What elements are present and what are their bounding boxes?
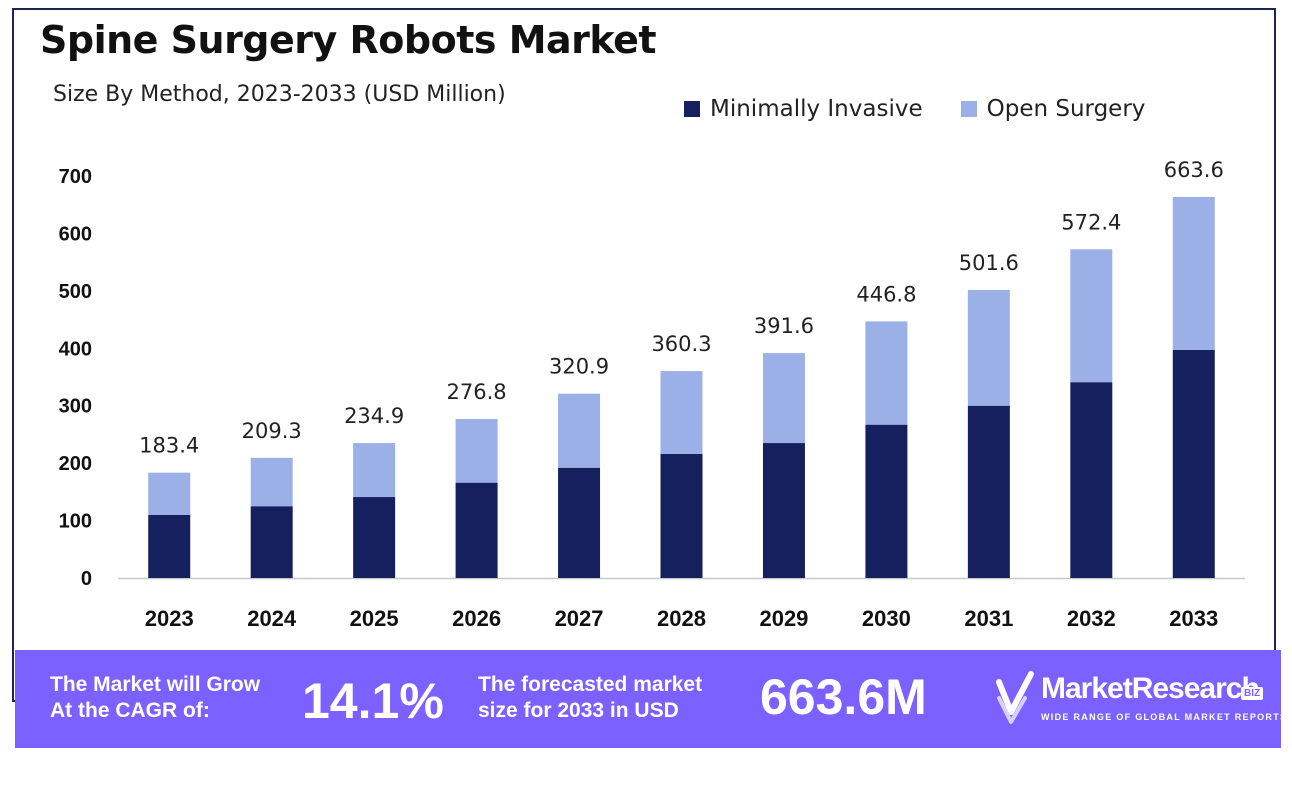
bar-open-surgery: [353, 443, 396, 498]
bar-minimally-invasive: [455, 482, 498, 578]
x-tick-label: 2029: [759, 606, 808, 631]
chart-legend: Minimally Invasive Open Surgery: [684, 96, 1183, 122]
bar-total-label: 183.4: [139, 434, 199, 458]
logo-mark-icon: [996, 671, 1034, 724]
logo-tagline: WIDE RANGE OF GLOBAL MARKET REPORTS: [1041, 712, 1288, 722]
bar-open-surgery: [762, 353, 805, 444]
forecast-label: The forecasted market size for 2033 in U…: [478, 672, 702, 724]
y-tick-label: 200: [59, 453, 92, 475]
cagr-label: The Market will Grow At the CAGR of:: [50, 672, 260, 724]
y-tick-label: 700: [59, 166, 92, 188]
legend-swatch-minimally-invasive: [684, 101, 700, 117]
x-tick-label: 2032: [1067, 606, 1116, 631]
bar-minimally-invasive: [1070, 382, 1113, 578]
logo-name: MarketResearch: [1041, 672, 1260, 705]
bar-open-surgery: [967, 289, 1010, 406]
legend-swatch-open-surgery: [960, 101, 977, 117]
bar-total-label: 391.6: [754, 314, 814, 338]
bar-open-surgery: [660, 371, 703, 454]
bar-total-label: 360.3: [651, 332, 711, 356]
bar-open-surgery: [148, 472, 191, 515]
bar-total-label: 501.6: [959, 251, 1019, 275]
bar-total-label: 446.8: [856, 282, 916, 306]
cagr-label-line2: At the CAGR of:: [50, 699, 210, 722]
bar-total-label: 572.4: [1061, 210, 1121, 234]
bar-total-label: 234.9: [344, 404, 404, 428]
bar-minimally-invasive: [148, 514, 191, 578]
x-tick-label: 2023: [145, 606, 194, 631]
forecast-label-line1: The forecasted market: [478, 673, 703, 696]
bar-open-surgery: [558, 393, 601, 468]
bar-open-surgery: [250, 457, 293, 507]
bar-minimally-invasive: [967, 405, 1010, 578]
cagr-label-line1: The Market will Grow: [50, 673, 261, 696]
forecast-label-line2: size for 2033 in USD: [478, 699, 679, 722]
cagr-value: 14.1%: [302, 673, 444, 729]
bar-minimally-invasive: [865, 424, 908, 578]
legend-item-minimally-invasive: Minimally Invasive: [684, 96, 923, 122]
bar-open-surgery: [455, 419, 498, 483]
legend-item-open-surgery: Open Surgery: [960, 96, 1146, 122]
bar-open-surgery: [1070, 249, 1113, 383]
bar-minimally-invasive: [660, 453, 703, 578]
y-tick-label: 600: [59, 223, 92, 245]
bar-minimally-invasive: [250, 506, 293, 578]
y-tick-label: 300: [59, 396, 92, 418]
x-tick-label: 2027: [555, 606, 604, 631]
summary-banner: The Market will Grow At the CAGR of: 14.…: [15, 650, 1286, 748]
x-tick-label: 2025: [350, 606, 399, 631]
bar-total-label: 276.8: [447, 380, 507, 404]
y-tick-label: 100: [59, 511, 92, 533]
marketresearch-logo[interactable]: MarketResearch BIZ WIDE RANGE OF GLOBAL …: [995, 666, 1286, 732]
chart-subtitle: Size By Method, 2023-2033 (USD Million): [53, 82, 506, 107]
bar-minimally-invasive: [1172, 350, 1215, 578]
y-tick-label: 500: [59, 281, 92, 303]
x-tick-label: 2026: [452, 606, 501, 631]
x-tick-label: 2024: [247, 606, 297, 631]
bar-total-label: 209.3: [242, 419, 302, 443]
bar-minimally-invasive: [558, 467, 601, 578]
bar-minimally-invasive: [762, 443, 805, 578]
bar-open-surgery: [1172, 196, 1215, 351]
bar-open-surgery: [865, 321, 908, 425]
chart-frame: [12, 8, 1276, 702]
x-tick-label: 2031: [964, 606, 1013, 631]
x-tick-label: 2030: [862, 606, 911, 631]
x-tick-label: 2028: [657, 606, 706, 631]
bar-total-label: 663.6: [1164, 158, 1224, 182]
bar-chart: 0 100 200 300 400 500 600 700 183.4 2023 209.3 2024…: [59, 158, 1245, 631]
logo-badge: BIZ: [1241, 687, 1264, 700]
x-tick-label: 2033: [1169, 606, 1218, 631]
bar-minimally-invasive: [353, 497, 396, 578]
legend-label-minimally-invasive: Minimally Invasive: [710, 96, 923, 122]
legend-label-open-surgery: Open Surgery: [986, 96, 1146, 122]
bar-total-label: 320.9: [549, 355, 609, 379]
chart-title: Spine Surgery Robots Market: [40, 18, 657, 62]
y-tick-label: 400: [59, 338, 92, 360]
y-tick-label: 0: [81, 568, 92, 590]
forecast-value: 663.6M: [760, 669, 927, 725]
